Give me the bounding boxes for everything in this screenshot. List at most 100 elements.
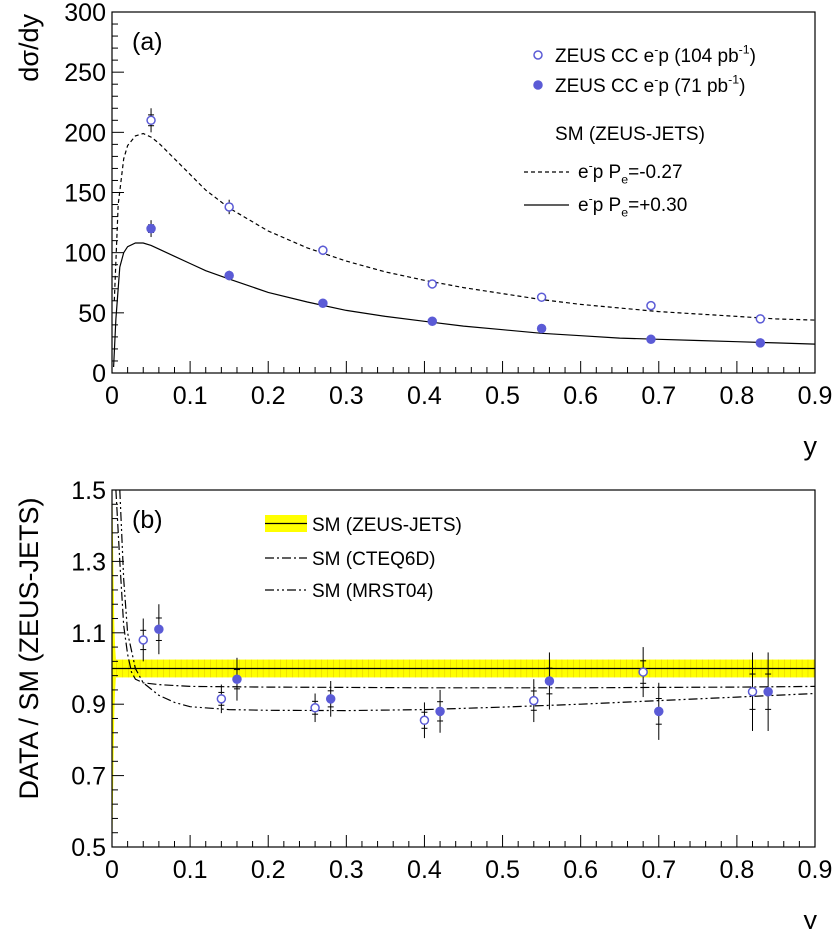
legend-label-part: - <box>589 158 593 172</box>
legend-label-part: ZEUS CC e <box>555 76 654 97</box>
data-point <box>138 635 148 645</box>
data-point <box>638 667 648 677</box>
plot-area <box>112 490 815 847</box>
panel-b: 0 0.1 0.2 0.3 0.4 0.5 0.6 0.7 0.8 0.9 0.5 0.7 0.9 1.1… <box>14 477 832 929</box>
panel-a: 0 0.1 0.2 0.3 0.4 0.5 0.6 0.7 0.8 0.9 0 50 100 150 200… <box>14 0 832 461</box>
data-point <box>763 686 773 697</box>
y-tick-label: 250 <box>64 59 106 87</box>
sm-band <box>112 490 815 847</box>
legend-label-part: - <box>589 191 593 205</box>
data-point <box>427 279 438 289</box>
y-tick-label: 0.5 <box>71 834 106 862</box>
x-tick-label: 0.7 <box>641 382 676 410</box>
data-point <box>146 223 156 234</box>
series-1 <box>154 604 773 740</box>
y-tick-label: 0 <box>92 360 106 388</box>
data-point <box>216 694 227 704</box>
data-point <box>755 338 766 348</box>
x-tick-label: 0.7 <box>641 856 676 884</box>
data-point <box>154 624 164 634</box>
sm-curve-0 <box>115 490 815 689</box>
data-point <box>646 334 656 345</box>
data-point <box>419 715 430 726</box>
data-point <box>224 202 234 212</box>
data-point <box>310 703 320 713</box>
data-point <box>224 270 234 281</box>
sm-curve-0 <box>113 132 815 321</box>
sm-curve-1 <box>113 242 815 368</box>
legend-label: SM (ZEUS-JETS) <box>312 515 462 536</box>
y-tick-label: 100 <box>64 240 106 268</box>
plot-area <box>113 108 815 368</box>
data-point <box>755 314 766 324</box>
data-point <box>427 316 438 327</box>
data-point <box>318 298 328 308</box>
x-tick-label: 0.8 <box>720 856 755 884</box>
data-point <box>646 300 656 311</box>
legend-label: SM (MRST04) <box>312 581 433 602</box>
legend-b: SM (ZEUS-JETS) SM (CTEQ6D) SM (MRST04) <box>265 515 462 602</box>
x-tick-label: 0.5 <box>485 856 520 884</box>
legend-label-part: e <box>621 206 628 220</box>
legend-label-part: ) <box>739 76 745 97</box>
legend-label-part: -1 <box>728 72 739 86</box>
data-point <box>536 292 547 302</box>
legend-label: e-p Pe=-0.27 <box>578 158 683 186</box>
legend-label-part: p P <box>593 162 622 183</box>
y-tick-label: 200 <box>64 119 106 147</box>
legend-label-part: =+0.30 <box>628 195 687 216</box>
legend-label: SM (CTEQ6D) <box>312 549 436 570</box>
x-tick-label: 0.9 <box>798 382 833 410</box>
y-tick-label: 50 <box>78 300 106 328</box>
data-point <box>325 694 336 704</box>
data-point <box>232 674 242 684</box>
sm-curve-1 <box>119 490 815 712</box>
legend-label: e-p Pe=+0.30 <box>578 191 687 219</box>
data-point <box>536 323 547 334</box>
legend-label-part: - <box>654 72 658 86</box>
series-0 <box>146 108 766 324</box>
legend-label-part: ) <box>750 46 756 67</box>
data-point <box>747 686 758 697</box>
x-tick-label: 0.2 <box>251 856 286 884</box>
x-axis-title: y <box>804 431 818 461</box>
legend-label-part: p (71 pb <box>658 76 728 97</box>
x-tick-label: 0 <box>105 382 119 410</box>
x-tick-label: 0.1 <box>173 382 208 410</box>
legend-label-part: p (104 pb <box>658 46 738 67</box>
x-tick-label: 0.4 <box>407 856 442 884</box>
y-axis-title: dσ/dy <box>14 14 44 82</box>
panel-label: (a) <box>132 28 163 56</box>
x-tick-label: 0.8 <box>720 382 755 410</box>
legend-label-part: p P <box>593 195 622 216</box>
series-0 <box>138 618 758 739</box>
legend-marker <box>533 50 543 60</box>
y-tick-label: 300 <box>64 0 106 27</box>
y-tick-label: 1.1 <box>71 620 106 648</box>
y-tick-label: 1.3 <box>71 548 106 576</box>
data-point <box>654 706 664 717</box>
x-tick-label: 0.3 <box>329 382 364 410</box>
x-tick-label: 0.1 <box>173 856 208 884</box>
y-tick-label: 0.9 <box>71 691 106 719</box>
x-tick-label: 0.5 <box>485 382 520 410</box>
legend-marker <box>533 80 543 90</box>
y-axis-title: DATA / SM (ZEUS-JETS) <box>14 497 44 799</box>
data-point <box>529 695 539 706</box>
x-tick-label: 0 <box>105 856 119 884</box>
data-point <box>146 115 156 126</box>
data-point <box>318 245 328 256</box>
x-tick-label: 0.3 <box>329 856 364 884</box>
legend-label-part: -1 <box>739 42 750 56</box>
x-tick-label: 0.6 <box>563 382 598 410</box>
panel-label: (b) <box>132 506 163 534</box>
legend-title: SM (ZEUS-JETS) <box>555 124 705 145</box>
data-point <box>544 676 555 686</box>
legend-label: ZEUS CC e-p (104 pb-1) <box>555 42 756 67</box>
legend-label: ZEUS CC e-p (71 pb-1) <box>555 72 745 97</box>
series-1 <box>146 220 766 348</box>
x-tick-label: 0.6 <box>563 856 598 884</box>
legend-label-part: e <box>578 162 589 183</box>
y-tick-label: 0.7 <box>71 763 106 791</box>
